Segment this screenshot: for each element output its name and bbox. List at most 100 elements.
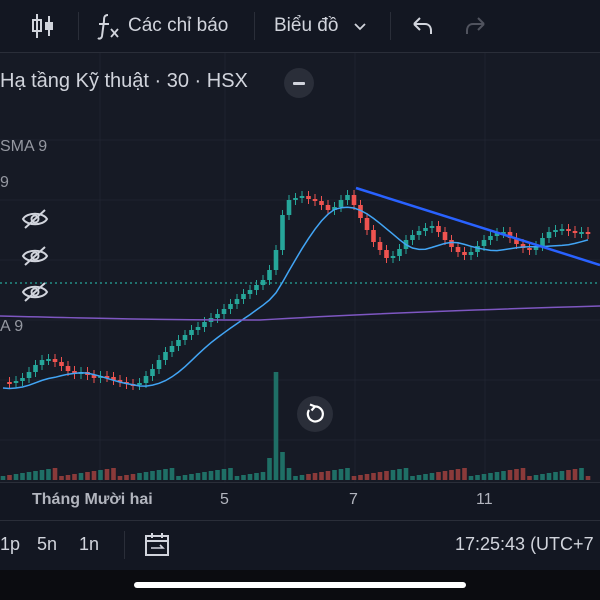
candle [26,372,32,378]
candle [312,199,318,201]
candle [540,238,545,246]
candle [299,196,305,198]
volume-bar [143,472,149,480]
price-chart[interactable] [0,53,600,520]
eye-hidden-icon[interactable] [21,208,49,230]
volume-bar [423,474,428,480]
volume-bar [514,469,519,480]
volume-bar [358,475,363,480]
candle [377,242,383,250]
date-range-icon[interactable] [144,532,170,558]
volume-bar [540,474,545,480]
volume-bar [351,476,357,480]
undo-icon [413,17,432,34]
volume-bar [579,468,584,480]
interval-5n[interactable]: 5n [37,534,58,554]
candle [221,309,227,314]
chart-pane[interactable] [0,53,600,520]
volume-bar [559,471,565,480]
candle [436,226,441,232]
candle [572,231,578,233]
candle [533,246,539,250]
candle [488,236,493,240]
time-axis[interactable]: Tháng Mười hai 5 7 11 [0,482,600,521]
interval-1p[interactable]: 1p [0,534,21,554]
time-tick: 11 [476,491,493,508]
volume-bar [46,469,51,480]
volume-bar [91,471,97,480]
candle [286,200,292,215]
candle-style-button[interactable] [30,0,56,52]
volume-bar [137,473,142,480]
redo-button[interactable] [464,0,488,52]
volume-bar [403,468,409,480]
candle [397,249,402,256]
clock-readout: 17:25:43 (UTC+7 [455,534,594,554]
trend-line [355,186,600,267]
volume-bar [169,468,175,480]
reset-chart-button[interactable] [297,396,333,432]
candle [228,304,233,309]
volume-bar [0,476,6,480]
indicators-button[interactable]: Các chỉ báo [96,0,228,52]
candle [527,248,532,250]
collapse-legend-button[interactable] [284,68,314,98]
volume-bar [156,470,162,480]
toolbar-divider [78,12,79,40]
candle [475,246,480,252]
volume-bar [332,470,337,480]
eye-hidden-icon[interactable] [21,245,49,267]
candle [566,229,571,231]
candle [455,247,461,252]
candle [494,233,500,236]
volume-bar [163,469,168,480]
volume-bar [104,469,110,480]
volume-bar [397,469,402,480]
candle [52,359,58,362]
candle [553,230,558,232]
volume-bar [117,476,123,480]
eye-hidden-icon[interactable] [21,281,49,303]
volume-bar [189,474,194,480]
volume-bar [111,468,116,480]
candle [319,201,324,205]
time-tick: 5 [220,491,229,508]
candle [91,375,97,378]
volume-bar [7,475,12,480]
volume-bar [98,470,103,480]
volume-bar [228,468,233,480]
home-indicator[interactable] [134,582,466,588]
candle [481,240,487,246]
sma-fast-line [2,206,589,390]
candle [325,205,331,210]
volume-bar [429,473,435,480]
candle [442,232,448,240]
candle [468,252,474,255]
volume-bar [527,476,532,480]
candle [72,371,77,374]
volume-bar [546,473,552,480]
volume-bar [78,473,84,480]
candle [182,335,188,340]
volume-bar [72,474,77,480]
candle [338,200,344,207]
volume-bar [241,475,246,480]
volume-bar [85,472,90,480]
volume-bar [176,476,181,480]
volume-bar [566,470,571,480]
candle [143,376,149,383]
chart-type-dropdown[interactable]: Biểu đồ [274,0,368,52]
candle [546,232,552,238]
interval-1n[interactable]: 1n [79,534,100,554]
candle [104,376,110,378]
candle [111,377,116,380]
bottom-toolbar: 1p 5n 1n 17:25:43 (UTC+7 [0,520,600,571]
candle [195,327,201,330]
volume-bar [221,469,227,480]
candle [247,290,253,294]
volume-bar [481,474,487,480]
undo-button[interactable] [410,0,434,52]
volume-bar [475,475,480,480]
minus-icon [293,81,305,85]
candle [351,195,357,205]
